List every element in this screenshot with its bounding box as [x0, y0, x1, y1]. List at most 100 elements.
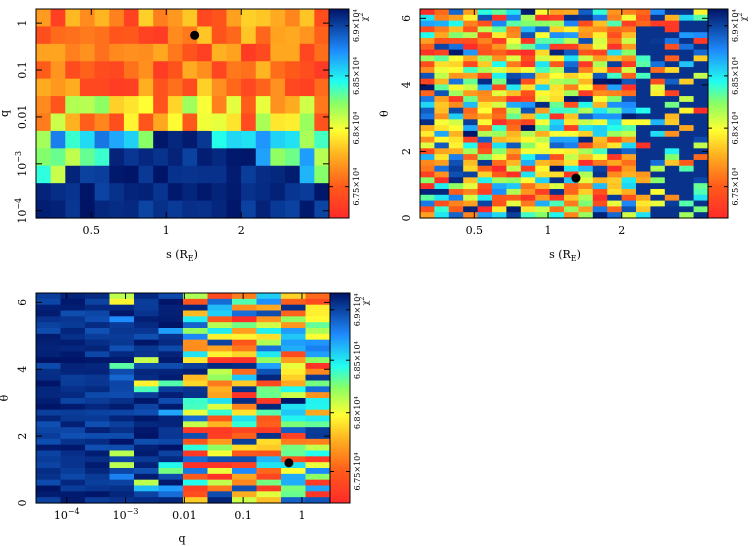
- heatmap-cell: [434, 67, 450, 74]
- heatmap-cell: [492, 38, 507, 45]
- heatmap-cell: [109, 485, 135, 492]
- heatmap-cell: [420, 67, 435, 74]
- heatmap-cell: [232, 304, 258, 312]
- heatmap-cell: [183, 298, 209, 306]
- heatmap-cell: [477, 159, 493, 167]
- heatmap-cell: [535, 206, 551, 213]
- heatmap-cell: [232, 392, 258, 399]
- heatmap-cell: [448, 49, 464, 57]
- heatmap-cell: [535, 212, 551, 219]
- heatmap-cell: [281, 328, 307, 335]
- heatmap-cell: [183, 427, 209, 434]
- heatmap-cell: [679, 148, 695, 155]
- heatmap-cell: [183, 409, 209, 417]
- heatmap-cell: [549, 200, 565, 207]
- heatmap-cell: [535, 61, 551, 68]
- heatmap-cell: [621, 113, 637, 120]
- heatmap-cell: [281, 298, 307, 306]
- heatmap-cell: [270, 183, 286, 202]
- heatmap-cell: [477, 84, 493, 91]
- heatmap-cell: [607, 38, 623, 45]
- heatmap-cell: [664, 125, 680, 132]
- heatmap-cell: [578, 154, 594, 161]
- heatmap-cell: [158, 304, 184, 312]
- heatmap-cell: [621, 206, 637, 213]
- heatmap-cell: [226, 9, 242, 28]
- heatmap-cell: [255, 9, 271, 28]
- heatmap-cell: [299, 148, 315, 167]
- heatmap-cell: [492, 154, 507, 161]
- heatmap-cell: [134, 316, 160, 323]
- heatmap-cell: [693, 14, 709, 22]
- heatmap-cell: [256, 485, 282, 492]
- heatmap-cell: [305, 473, 331, 481]
- heatmap-cell: [285, 78, 301, 97]
- heatmap-cell: [60, 485, 86, 492]
- heatmap-cell: [299, 183, 315, 202]
- heatmap-cell: [207, 298, 233, 306]
- heatmap-cell: [650, 183, 666, 190]
- heatmap-cell: [564, 159, 579, 167]
- heatmap-cell: [664, 206, 680, 213]
- heatmap-cell: [463, 20, 479, 28]
- heatmap-cell: [463, 183, 479, 190]
- heatmap-cell: [158, 322, 184, 329]
- heatmap-cell: [564, 136, 579, 144]
- heatmap-cell: [679, 130, 695, 138]
- heatmap-cell: [197, 148, 213, 167]
- heatmap-cell: [158, 421, 184, 428]
- heatmap-cell: [182, 43, 198, 62]
- colorbar-title: χ2: [358, 12, 369, 21]
- heatmap-cell: [664, 159, 680, 167]
- heatmap-cell: [85, 479, 111, 487]
- heatmap-cell: [650, 125, 666, 132]
- heatmap-cell: [79, 200, 96, 219]
- heatmap-cell: [506, 125, 522, 132]
- heatmap-cell: [693, 32, 709, 39]
- heatmap-cell: [232, 398, 258, 405]
- heatmap-cell: [94, 9, 110, 28]
- heatmap-cell: [621, 183, 637, 190]
- heatmap-cell: [592, 9, 608, 16]
- heatmap-cell: [621, 78, 637, 86]
- heatmap-cell: [255, 183, 271, 202]
- heatmap-cell: [592, 212, 608, 219]
- heatmap-cell: [650, 136, 666, 144]
- heatmap-cell: [232, 363, 258, 370]
- heatmap-cell: [420, 113, 435, 120]
- heatmap-cell: [636, 188, 651, 196]
- heatmap-cell: [123, 165, 140, 184]
- heatmap-cell: [693, 206, 709, 213]
- heatmap-cell: [477, 78, 493, 86]
- heatmap-cell: [592, 165, 608, 173]
- heatmap-cell: [592, 61, 608, 68]
- heatmap-cell: [535, 96, 551, 103]
- colorbar: 6.75×10⁴ 6.8×10⁴ 6.85×10⁴ 6.9×10⁴ χ2: [329, 292, 370, 504]
- heatmap-cell: [664, 148, 680, 155]
- heatmap-cell: [167, 130, 184, 149]
- heatmap-cell: [636, 200, 651, 207]
- heatmap-cell: [60, 380, 86, 387]
- heatmap-cell: [256, 310, 282, 317]
- heatmap-cell: [109, 113, 125, 132]
- heatmap-cell: [314, 26, 330, 45]
- heatmap-cell: [506, 84, 522, 91]
- heatmap-cell: [679, 96, 695, 103]
- heatmap-cell: [183, 497, 209, 504]
- heatmap-cell: [693, 200, 709, 207]
- heatmap-cell: [158, 386, 184, 393]
- heatmap-cell: [94, 61, 110, 80]
- heatmap-cell: [607, 142, 623, 149]
- heatmap-cell: [463, 96, 479, 103]
- heatmap-cell: [448, 212, 464, 219]
- heatmap-cell: [232, 333, 258, 341]
- heatmap-cell: [492, 130, 507, 138]
- heatmap-cell: [158, 444, 184, 452]
- heatmap-cell: [241, 200, 257, 219]
- heatmap-cell: [281, 368, 307, 376]
- heatmap-cell: [621, 26, 637, 33]
- heatmap-cell: [134, 415, 160, 422]
- heatmap-cell: [477, 171, 493, 178]
- x-tick-label: 1: [545, 224, 552, 237]
- heatmap-cell: [448, 78, 464, 86]
